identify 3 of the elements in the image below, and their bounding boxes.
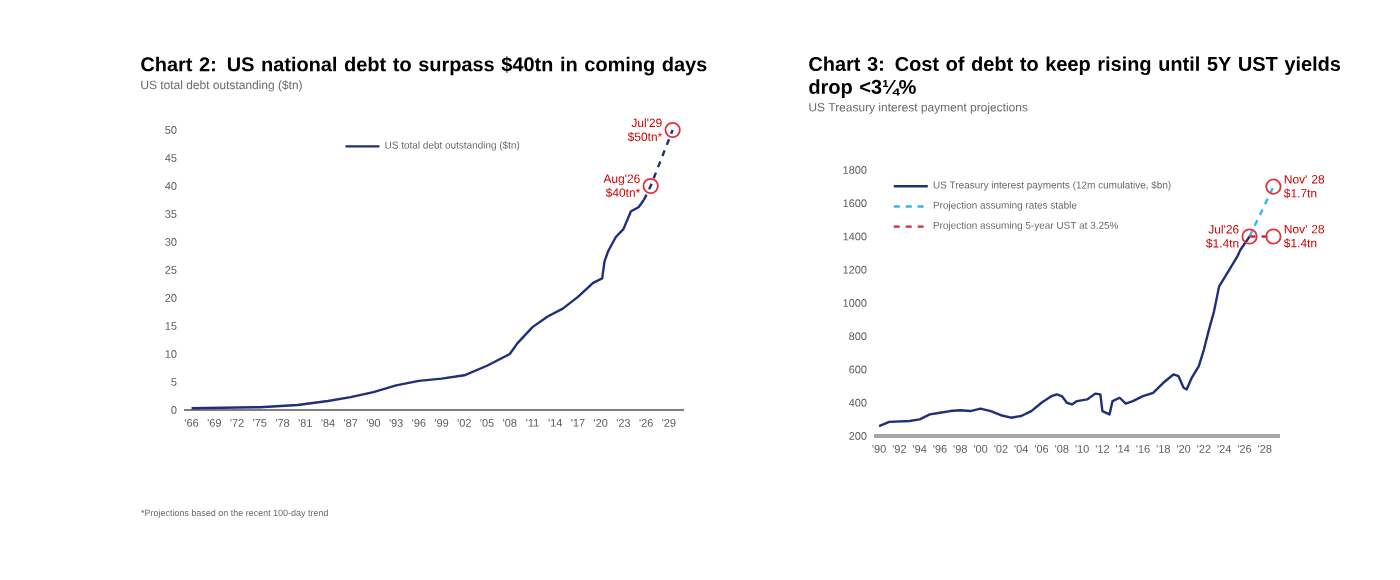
line-series [877,235,1251,428]
chart-title: Chart 3: Cost of debt to keep rising until 5Y UST yields drop <3¼% [809,56,1341,98]
chart-title: Chart 2: US national debt to surpass $40tn in coming days [141,56,707,76]
